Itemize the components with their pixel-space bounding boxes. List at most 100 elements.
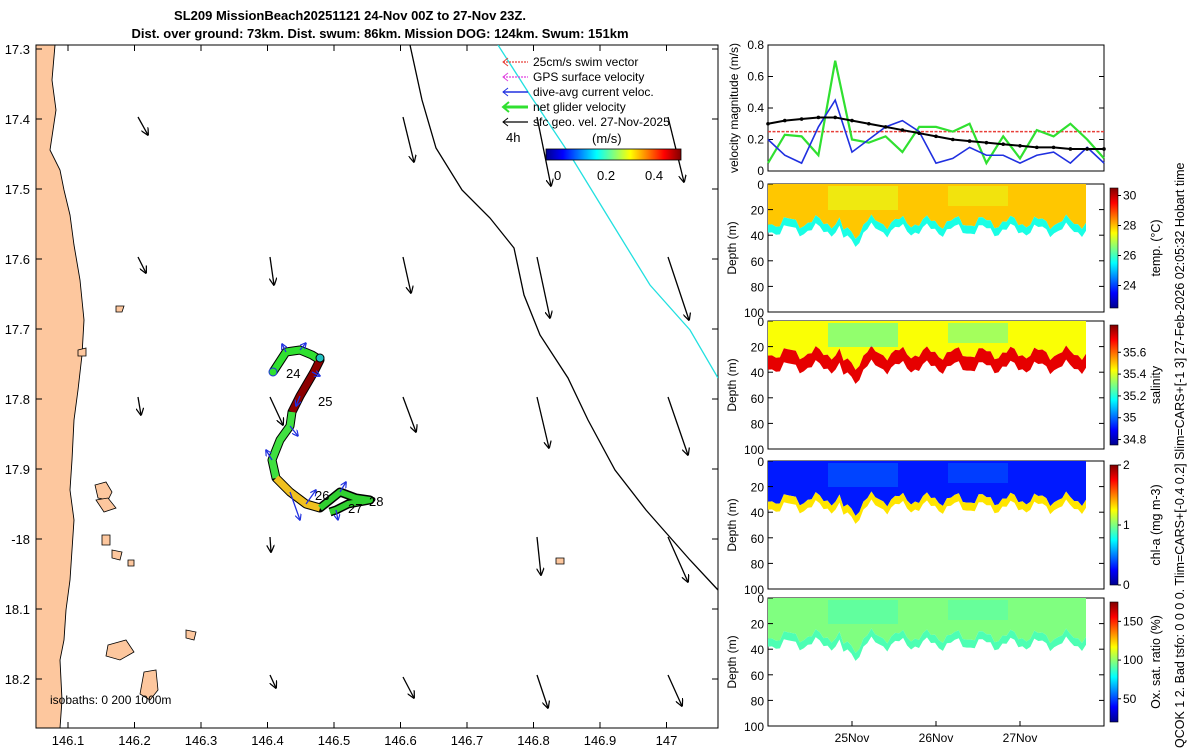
island [127,559,135,567]
lat-tick-label: 17.6 [5,252,30,267]
lon-tick-label: 146.4 [251,733,284,748]
x-tick-label: 26Nov [919,731,954,745]
colorbar-tick-label: 35 [1123,411,1137,425]
colorbar-tick: 0 [554,168,561,183]
section-lower-layer [768,345,1086,384]
colorbar-tick-label: 150 [1123,614,1143,628]
section-panel-0: 0 20 40 60 80 100 Depth (m) 24 26 28 30 temp. (°C) [725,178,1163,320]
colorbar-tick-label: 0 [1123,578,1130,592]
lon-tick-label: 146.7 [451,733,484,748]
section-texture [828,186,898,210]
svg-text:dive-avg current veloc.: dive-avg current veloc. [533,85,654,99]
y-axis-label: velocity magnitude (m/s) [727,43,741,173]
legend-item-sfc-geo: sfc geo. vel. 27-Nov-2025 [502,115,670,129]
legend-item-dive-avg: dive-avg current veloc. [502,85,654,99]
lat-tick-label: 17.3 [5,42,30,57]
legend-item-swim: 25cm/s swim vector [502,55,638,69]
lat-tick-label: 18.2 [5,672,30,687]
section-texture [828,600,898,624]
legend-item-gps: GPS surface velocity [502,70,644,84]
depth-tick-label: 60 [751,669,765,683]
depth-axis-label: Depth (m) [725,635,739,688]
section-lower-layer [768,628,1086,661]
series-point [766,121,770,126]
lat-tick-label: 18.1 [5,602,30,617]
depth-tick-label: 40 [751,506,765,520]
lon-tick-label: 146.8 [517,733,550,748]
series-point [833,115,837,120]
series-point [934,134,938,139]
colorbar-tick-label: 50 [1123,692,1137,706]
svg-text:sfc geo. vel. 27-Nov-2025: sfc geo. vel. 27-Nov-2025 [533,115,670,129]
day-label-26: 26 [315,488,329,503]
chart-title-line1: SL209 MissionBeach20251121 24-Nov 00Z to… [174,8,526,23]
section-lower-layer [768,491,1086,524]
colorbar-tick-label: 1 [1123,518,1130,532]
colorbar-tick-label: 100 [1123,653,1143,667]
x-tick-label: 27Nov [1003,731,1038,745]
depth-tick-label: 20 [751,341,765,355]
map-axes [35,44,719,729]
colorbar-tick-label: 2 [1123,458,1130,472]
lat-tick-label: -18 [11,532,30,547]
series-point [1068,147,1073,151]
series-point [1085,147,1089,151]
lon-tick-label: 146.2 [118,733,151,748]
series-point [1001,142,1005,147]
depth-tick-label: 40 [751,643,765,657]
series-point [783,118,787,123]
depth-axis-label: Depth (m) [725,498,739,551]
section-panel-2: 0 20 40 60 80 100 Depth (m) 0 1 2 chl-a (mg m-3) [725,455,1163,597]
lat-tick-label: 17.5 [5,182,30,197]
svg-text:net glider velocity: net glider velocity [533,100,626,114]
depth-tick-label: 80 [751,694,765,708]
lon-tick-label: 146.6 [384,733,417,748]
section-texture [948,463,1008,483]
depth-tick-label: 100 [744,583,764,597]
island [111,549,123,561]
series-point [951,137,955,142]
series-point [1102,147,1106,151]
y-tick-label: 0.2 [747,133,764,147]
depth-tick-label: 100 [744,306,764,320]
depth-tick-label: 0 [757,315,764,329]
depth-tick-label: 80 [751,557,765,571]
island [94,481,113,501]
x-tick-label: 25Nov [835,731,870,745]
series-point [984,140,989,145]
colorbar-tick: 0.4 [645,168,663,183]
side-metadata-text: QCOK 1 2. Bad tsfo: 0 0 0 0. Tlim=CARS+[… [1173,162,1187,748]
depth-tick-label: 20 [751,481,765,495]
velocity-timeseries-chart: 0 0.2 0.4 0.6 0.8 velocity magnitude (m/s) [727,38,1106,178]
island [101,534,111,546]
lat-tick-label: 17.8 [5,392,30,407]
colorbar-tick-label: 35.4 [1123,367,1147,381]
depth-tick-label: 0 [757,178,764,192]
colorbar-tick: 0.2 [597,168,615,183]
y-tick-label: 0.8 [747,38,764,52]
depth-tick-label: 20 [751,204,765,218]
section-panel-1: 0 20 40 60 80 100 Depth (m) 34.8 35 35.2 35.4 35.6s… [725,315,1163,457]
day-label-28: 28 [369,494,383,509]
legend-item-net-glider: net glider velocity [501,100,626,114]
series-line-net-glider-velocity [767,60,1105,166]
lon-tick-label: 146.3 [185,733,218,748]
series-point [850,118,854,123]
series-point [799,117,804,121]
colorbar-tick-label: 28 [1123,219,1137,233]
island [95,497,117,513]
colorbar-tick-label: 24 [1123,279,1137,293]
y-tick-label: 0 [757,164,764,178]
island [115,305,125,313]
depth-tick-label: 100 [744,443,764,457]
isobaths-label: isobaths: 0 200 1000m [50,693,171,707]
day-label-24: 24 [286,366,300,381]
lat-tick-label: 17.4 [5,112,30,127]
series-point [967,139,972,143]
depth-tick-label: 60 [751,392,765,406]
section-colorbar [1109,464,1119,586]
depth-tick-label: 0 [757,455,764,469]
depth-axis-label: Depth (m) [725,358,739,411]
colorbar-tick-label: 34.8 [1123,433,1147,447]
